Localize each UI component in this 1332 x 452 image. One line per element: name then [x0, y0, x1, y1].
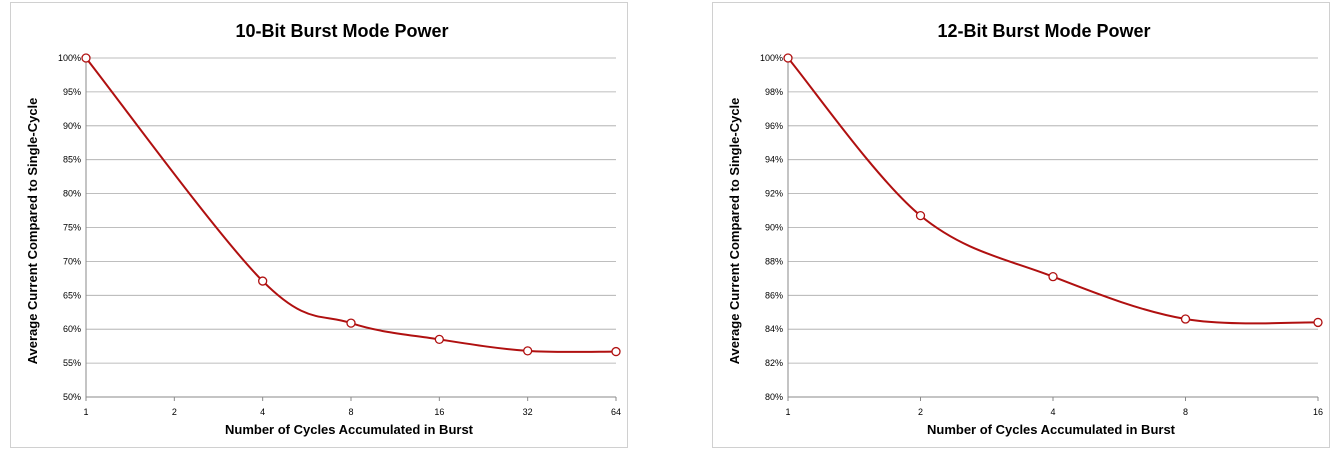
x-tick-label: 2	[172, 407, 177, 417]
y-tick-label: 90%	[63, 121, 81, 131]
y-tick-label: 65%	[63, 290, 81, 300]
y-axis-label: Average Current Compared to Single-Cycle	[25, 98, 40, 365]
chart-10bit: 10-Bit Burst Mode Power Average Current …	[25, 21, 621, 437]
x-tick-label: 16	[434, 407, 444, 417]
y-tick-label: 90%	[765, 223, 783, 233]
y-tick-label: 80%	[63, 189, 81, 199]
y-tick-label: 84%	[765, 324, 783, 334]
y-tick-label: 50%	[63, 392, 81, 402]
y-axis-label: Average Current Compared to Single-Cycle	[727, 98, 742, 365]
y-tick-label: 98%	[765, 87, 783, 97]
data-point	[81, 53, 91, 63]
plot-area: 50% 55% 60% 65% 70% 75% 80% 85% 90% 95% 100% 1 2 4 8 16…	[58, 53, 621, 417]
x-tick-label: 1	[83, 407, 88, 417]
data-point	[523, 346, 533, 356]
chart-panel-10bit: 10-Bit Burst Mode Power Average Current …	[10, 2, 628, 448]
y-tick-label: 94%	[765, 155, 783, 165]
series-line	[787, 57, 1319, 325]
x-axis-label: Number of Cycles Accumulated in Burst	[225, 422, 474, 437]
x-tick-label: 4	[260, 407, 265, 417]
series-line	[85, 57, 617, 353]
chart-title: 12-Bit Burst Mode Power	[937, 21, 1150, 41]
chart-panel-12bit: 12-Bit Burst Mode Power Average Current …	[712, 2, 1330, 448]
data-point	[1048, 272, 1058, 282]
x-tick-label: 4	[1050, 407, 1055, 417]
x-tick-label: 8	[348, 407, 353, 417]
y-tick-label: 70%	[63, 256, 81, 266]
data-point	[1313, 317, 1323, 328]
x-tick-label: 32	[523, 407, 533, 417]
y-tick-label: 86%	[765, 290, 783, 300]
x-tick-label: 64	[611, 407, 621, 417]
chart-title: 10-Bit Burst Mode Power	[235, 21, 448, 41]
x-axis-label: Number of Cycles Accumulated in Burst	[927, 422, 1176, 437]
chart-12bit: 12-Bit Burst Mode Power Average Current …	[727, 21, 1323, 437]
data-point	[915, 210, 926, 221]
y-tick-label: 88%	[765, 256, 783, 266]
data-point	[1180, 314, 1191, 324]
data-point	[346, 318, 356, 328]
y-tick-label: 80%	[765, 392, 783, 402]
y-tick-label: 60%	[63, 324, 81, 334]
y-tick-label: 55%	[63, 358, 81, 368]
y-tick-label: 75%	[63, 223, 81, 233]
y-tick-label: 92%	[765, 189, 783, 199]
y-tick-label: 100%	[58, 53, 81, 63]
y-tick-label: 95%	[63, 87, 81, 97]
y-tick-label: 96%	[765, 121, 783, 131]
y-tick-label: 100%	[760, 53, 783, 63]
x-tick-label: 8	[1183, 407, 1188, 417]
data-point	[258, 276, 268, 286]
x-tick-label: 16	[1313, 407, 1323, 417]
y-tick-label: 85%	[63, 155, 81, 165]
x-tick-label: 2	[918, 407, 923, 417]
data-point	[783, 53, 793, 63]
data-point	[434, 334, 444, 345]
plot-area: 80% 82% 84% 86% 88% 90% 92% 94% 96% 98% 100% 1 2 4 8 16	[760, 53, 1323, 417]
x-tick-label: 1	[785, 407, 790, 417]
y-tick-label: 82%	[765, 358, 783, 368]
data-point	[611, 346, 621, 357]
